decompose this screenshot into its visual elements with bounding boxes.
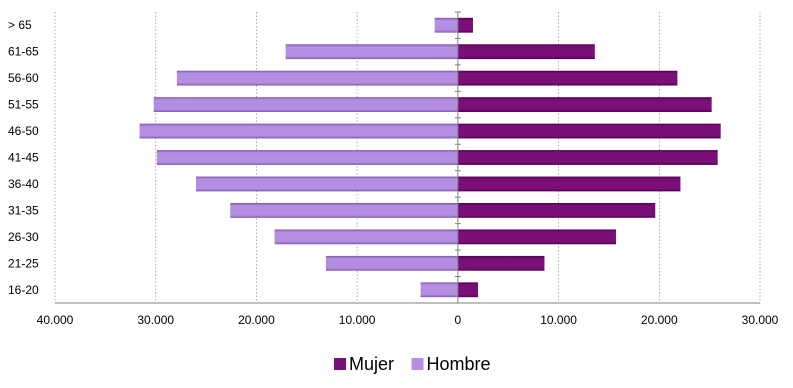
- legend-swatch-hombre: [411, 358, 424, 370]
- bar-mujer-26-30: [457, 229, 616, 245]
- x-tick-label: 30.000: [742, 313, 779, 327]
- y-tick-label: 21-25: [8, 256, 39, 270]
- legend-label-mujer: Mujer: [349, 354, 394, 374]
- bar-hombre-51-55: [153, 97, 458, 112]
- bar-mujer-56-60: [457, 70, 678, 86]
- x-tick-label: 30.000: [137, 313, 174, 327]
- bar-mujer-65: [457, 17, 473, 33]
- bar-hombre-41-45: [156, 150, 458, 165]
- bar-mujer-36-40: [457, 176, 681, 192]
- bar-mujer-46-50: [457, 123, 721, 139]
- axes: 16-20 21-25 26-30 31-35 36-40 41-45 46-50 51-55…: [8, 11, 779, 327]
- bar-mujer-61-65: [457, 44, 595, 60]
- y-tick-label: 51-55: [8, 98, 39, 112]
- bar-mujer-16-20: [457, 282, 478, 298]
- y-tick-label: 56-60: [8, 71, 39, 85]
- bar-hombre-21-25: [325, 255, 458, 271]
- bar-mujer-21-25: [457, 255, 545, 271]
- y-tick-label: 31-35: [8, 203, 39, 217]
- y-tick-label: 46-50: [8, 124, 39, 138]
- y-tick-label: 26-30: [8, 230, 39, 244]
- y-tick-label: 41-45: [8, 151, 39, 165]
- bar-hombre-61-65: [285, 44, 458, 60]
- bar-hombre-56-60: [176, 70, 458, 86]
- bar-hombre-31-35: [230, 203, 458, 218]
- legend-swatch-mujer: [334, 358, 346, 370]
- bar-hombre-26-30: [274, 229, 458, 245]
- bar-mujer-51-55: [457, 97, 712, 112]
- x-tick-label: 0: [455, 313, 462, 327]
- bar-mujer-41-45: [457, 150, 718, 165]
- y-tick-label: > 65: [8, 18, 32, 32]
- bar-hombre-65: [434, 17, 458, 33]
- bar-mujer-31-35: [457, 203, 656, 218]
- x-tick-label: 10.000: [540, 313, 577, 327]
- legend-label-hombre: Hombre: [427, 354, 491, 374]
- y-tick-label: 61-65: [8, 45, 39, 59]
- x-tick-label: 20.000: [238, 313, 275, 327]
- x-tick-label: 10.000: [339, 313, 376, 327]
- x-tick-label: 20.000: [641, 313, 678, 327]
- gridlines: [54, 12, 761, 303]
- bar-hombre-46-50: [139, 123, 458, 139]
- bar-hombre-16-20: [420, 282, 458, 298]
- bars: [139, 17, 721, 298]
- legend: Mujer Hombre: [334, 354, 491, 374]
- y-tick-label: 36-40: [8, 177, 39, 191]
- bar-hombre-36-40: [196, 176, 458, 192]
- x-tick-label: 40.000: [37, 313, 74, 327]
- y-tick-label: 16-20: [8, 283, 39, 297]
